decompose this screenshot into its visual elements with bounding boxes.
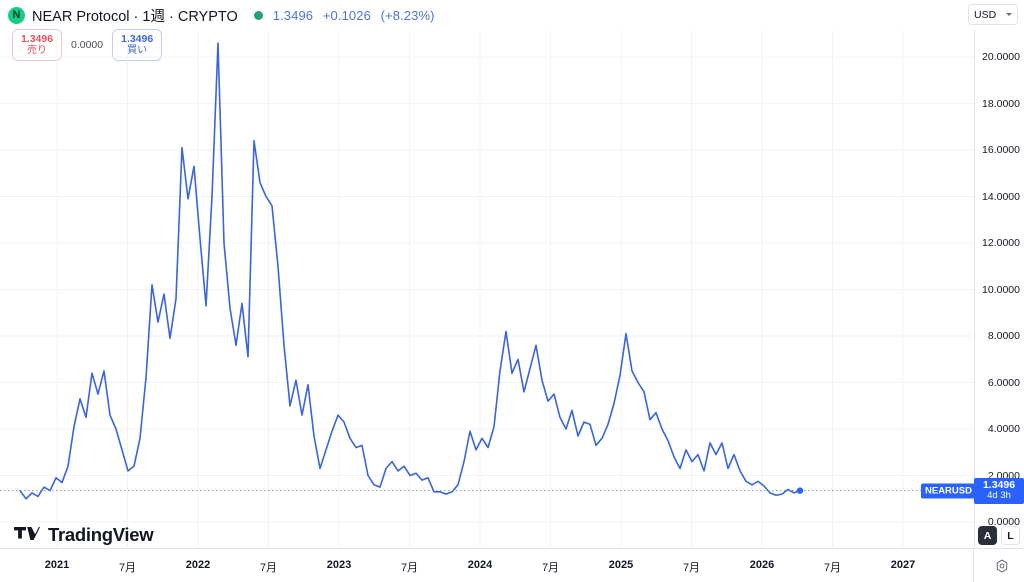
auto-scale-button[interactable]: A: [978, 526, 997, 545]
axis-divider: [973, 549, 974, 582]
sell-button[interactable]: 1.3496 売り: [12, 29, 62, 61]
time-axis-tick: 2026: [749, 559, 775, 571]
price-axis-tick: 4.0000: [987, 423, 1020, 435]
time-settings-icon[interactable]: [995, 559, 1009, 573]
time-axis-tick: 2027: [890, 559, 916, 571]
market-status-dot-icon: [253, 10, 263, 20]
current-price-tag: 1.3496 4d 3h: [974, 477, 1024, 504]
change-percent: (+8.23%): [380, 7, 435, 23]
last-price-marker: [796, 487, 804, 494]
price-axis-tick: 14.0000: [982, 190, 1020, 203]
last-price: 1.3496: [272, 7, 314, 23]
price-line-chart: [0, 30, 974, 548]
symbol-price-tag: NEARUSD: [921, 483, 976, 499]
time-axis-tick: 7月: [118, 562, 137, 574]
time-axis-tick: 2025: [608, 559, 634, 571]
spread-value: 0.0000: [71, 39, 104, 51]
buy-button[interactable]: 1.3496 買い: [112, 29, 163, 61]
horizontal-gridlines: [0, 56, 974, 523]
time-axis[interactable]: 2021 7月 2022 7月 2023 7月 2024 7月 2025 7月 2026 7月 2027: [0, 548, 1024, 582]
currency-select[interactable]: USD: [968, 4, 1018, 25]
quote-values: 1.3496 +0.1026 (+8.23%): [273, 8, 435, 23]
chevron-down-icon: [1006, 13, 1012, 16]
log-scale-button[interactable]: L: [1001, 526, 1020, 545]
price-axis-tick: 20.0000: [982, 51, 1020, 63]
tradingview-logo[interactable]: TradingView: [14, 524, 154, 546]
time-axis-tick: 7月: [259, 562, 278, 574]
change-absolute: +0.1026: [322, 7, 371, 23]
sell-price: 1.3496: [20, 32, 54, 45]
time-axis-tick: 7月: [400, 562, 419, 574]
tradingview-wordmark: TradingView: [48, 524, 154, 545]
tradingview-mark-icon: [14, 526, 40, 540]
price-axis-buttons: A L: [978, 526, 1020, 545]
symbol-title[interactable]: NEAR Protocol · 1週 · CRYPTO: [32, 8, 238, 25]
time-axis-tick: 7月: [823, 562, 842, 574]
price-axis-tick: 8.0000: [987, 330, 1020, 342]
buy-price: 1.3496: [121, 32, 154, 45]
buy-label: 買い: [127, 45, 148, 57]
price-line: [19, 42, 801, 500]
time-axis-tick: 2024: [467, 559, 493, 571]
price-axis-tick: 6.0000: [987, 376, 1020, 389]
currency-select-label: USD: [974, 8, 997, 21]
time-axis-tick: 2023: [326, 559, 352, 571]
chart-plot-area[interactable]: [0, 30, 974, 548]
trade-panel: 1.3496 売り 0.0000 1.3496 買い: [12, 29, 163, 61]
price-axis-tick: 10.0000: [982, 283, 1020, 296]
price-axis-tick: 0.0000: [987, 516, 1020, 528]
bar-countdown: 4d 3h: [987, 490, 1011, 502]
time-axis-tick: 2022: [185, 559, 211, 571]
time-axis-tick: 7月: [541, 562, 560, 574]
chart-header: N NEAR Protocol · 1週 · CRYPTO 1.3496 +0.…: [0, 0, 1024, 30]
time-axis-tick: 2021: [44, 559, 70, 571]
sell-label: 売り: [27, 45, 47, 57]
price-axis-tick: 16.0000: [982, 144, 1020, 156]
current-price-value: 1.3496: [982, 479, 1016, 492]
vertical-gridlines: [56, 30, 904, 548]
near-protocol-logo-icon: N: [8, 6, 25, 24]
price-axis[interactable]: 20.0000 18.0000 16.0000 14.0000 12.0000 10.00…: [974, 30, 1024, 548]
time-axis-tick: 7月: [682, 562, 701, 574]
price-axis-tick: 12.0000: [982, 237, 1020, 249]
price-axis-tick: 18.0000: [982, 97, 1020, 110]
